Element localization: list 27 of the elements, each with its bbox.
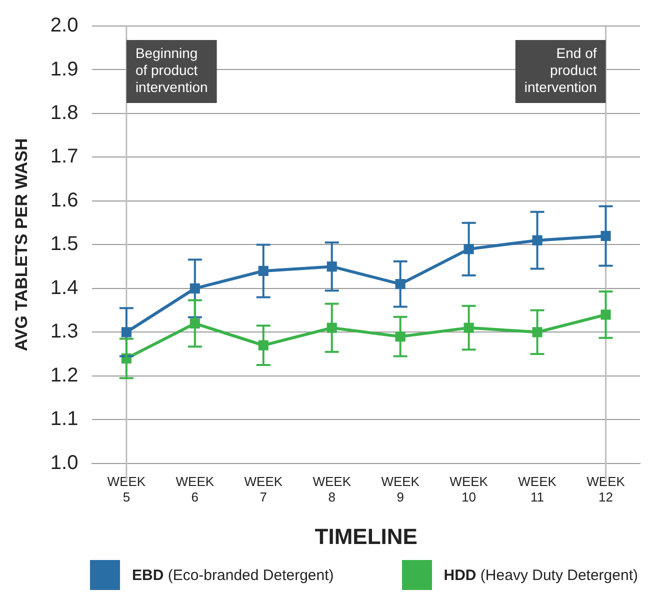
y-tick-label: 1.9 <box>50 58 78 80</box>
x-tick-label: WEEK 5 <box>107 474 146 504</box>
y-tick-label: 1.8 <box>50 102 78 124</box>
y-tick-label: 1.5 <box>50 233 78 256</box>
x-tick-label: WEEK 9 <box>381 474 420 504</box>
legend-label: EBD (Eco-branded Detergent) <box>132 566 334 584</box>
legend-label: HDD (Heavy Duty Detergent) <box>444 566 638 584</box>
x-tick-label: WEEK 7 <box>244 474 283 504</box>
x-tick-label: WEEK 8 <box>312 474 352 504</box>
y-axis-title: AVG TABLETS PER WASH <box>12 138 31 352</box>
y-tick-label: 2.0 <box>50 14 78 37</box>
point <box>600 230 611 241</box>
x-tick-label: WEEK 6 <box>176 474 214 504</box>
point <box>600 310 611 320</box>
y-tick-label: 1.6 <box>50 189 78 212</box>
y-tick-label: 1.2 <box>50 364 78 386</box>
y-tick-label: 1.3 <box>50 320 78 343</box>
ref-line-label: Beginning of product intervention <box>135 44 208 95</box>
x-tick-label: WEEK 10 <box>450 474 488 504</box>
x-axis-title: TIMELINE <box>314 524 418 549</box>
y-tick-label: 1.0 <box>50 452 78 474</box>
x-tick-label: WEEK 12 <box>586 474 626 504</box>
x-tick-label: WEEK 11 <box>518 474 557 504</box>
y-tick-label: 1.4 <box>50 276 78 299</box>
y-tick-label: 1.7 <box>50 146 78 168</box>
y-tick-label: 1.1 <box>50 408 78 430</box>
ref-line-label: End of product intervention <box>524 44 597 95</box>
